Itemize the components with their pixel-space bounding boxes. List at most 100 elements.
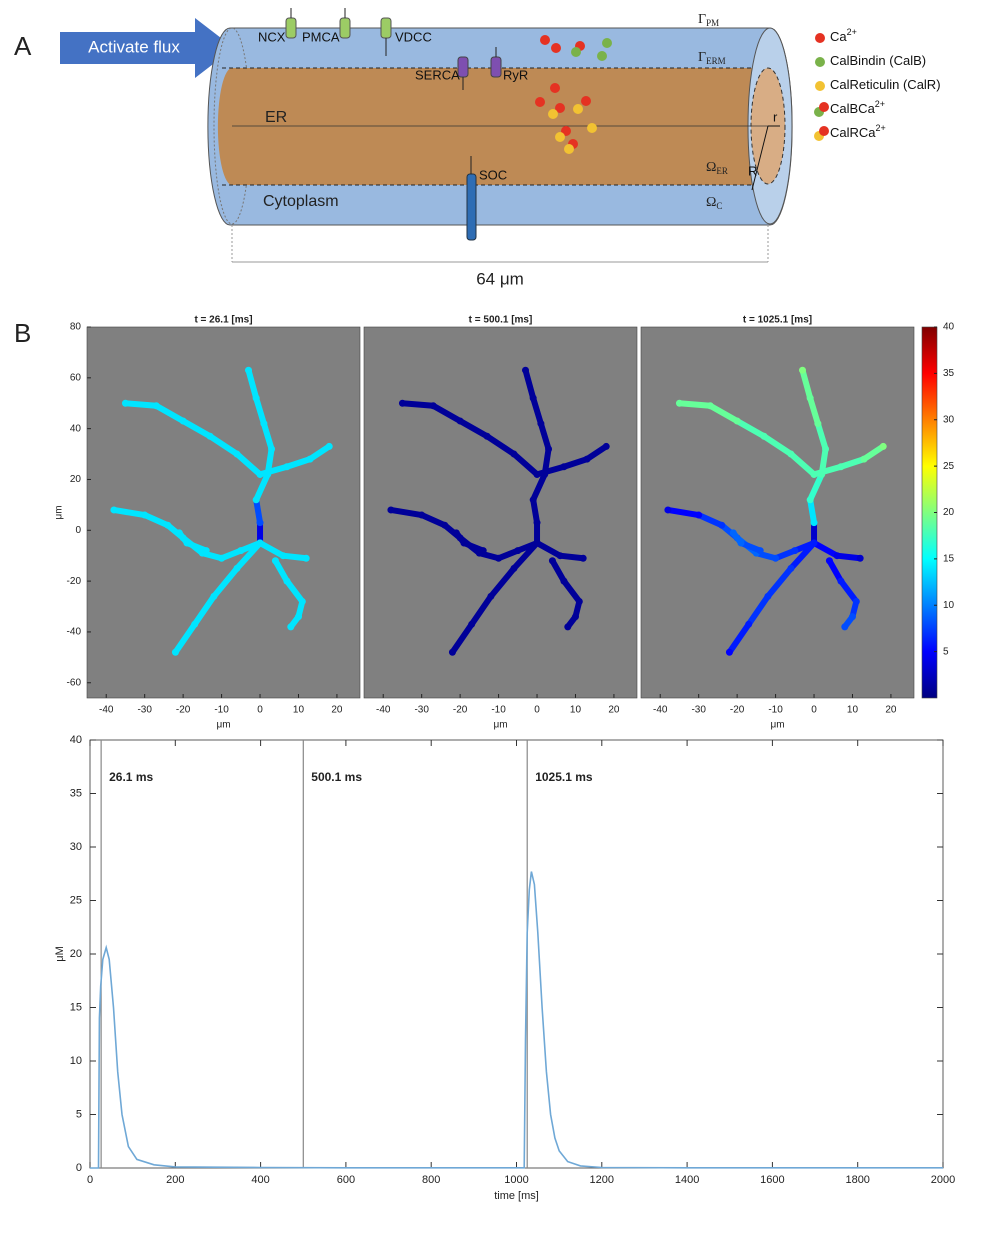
dendrite-segment [280, 552, 310, 562]
legend-label: CalBindin (CalB) [830, 53, 926, 68]
dendrite-segment [253, 395, 267, 427]
dendrite-point [579, 554, 587, 562]
y-tick-label: 80 [70, 322, 82, 333]
dendrite-point [772, 554, 780, 562]
dendrite-point [294, 613, 302, 621]
x-tick-label: 20 [331, 705, 343, 716]
dendrite-segment [307, 443, 333, 463]
dendrite-segment [707, 402, 741, 425]
y-tick-label: 5 [76, 1108, 82, 1120]
x-tick-label: 1800 [845, 1174, 869, 1186]
dendrite-segment [283, 578, 306, 605]
dendrite-segment [530, 496, 541, 526]
dendrite-point [210, 592, 218, 600]
dendrite-segment [233, 539, 264, 572]
dendrite-segment [191, 593, 217, 628]
x-tick-label: -20 [176, 705, 191, 716]
dendrite-point [764, 592, 772, 600]
dendrite-segment [207, 433, 240, 458]
dendrite-segment [560, 578, 583, 605]
colorbar-tick-label: 25 [943, 461, 955, 472]
dendrite-point [298, 597, 306, 605]
panel-title: t = 1025.1 [ms] [743, 315, 812, 326]
radius-label: r [773, 109, 778, 124]
dendrite-segment [272, 557, 290, 585]
dendrite-segment [257, 539, 287, 559]
dendrite-segment [560, 456, 591, 470]
dendrite-segment [811, 463, 844, 478]
panel-label: A [14, 31, 32, 61]
dendrite-segment [530, 395, 544, 427]
dendrite-point [837, 577, 845, 585]
dendrite-point [675, 399, 683, 407]
y-tick-label: -40 [67, 627, 82, 638]
activate-label: Activate flux [88, 37, 180, 56]
dendrite-point [287, 623, 295, 631]
panel-label: B [14, 318, 31, 348]
dendrite-point [256, 470, 264, 478]
x-tick-label: -40 [653, 705, 668, 716]
colorbar-tick-label: 20 [943, 507, 955, 518]
dendrite-point [806, 394, 814, 402]
x-tick-label: -30 [691, 705, 706, 716]
x-tick-label: 2000 [931, 1174, 955, 1186]
x-tick-label: -30 [414, 705, 429, 716]
dendrite-point [556, 552, 564, 560]
dendrite-point [283, 463, 291, 471]
colorbar-tick-label: 5 [943, 646, 949, 657]
dendrite-segment [457, 418, 491, 440]
dendrite-point [575, 597, 583, 605]
dendrite-segment [260, 420, 275, 452]
y-tick-label: 30 [70, 841, 82, 853]
length-label: 64 μm [476, 269, 524, 288]
dendrite-segment [122, 400, 160, 409]
dendrite-segment [557, 552, 587, 562]
dendrite-point [583, 455, 591, 463]
dendrite-segment [468, 593, 494, 628]
x-tick-label: 600 [337, 1174, 355, 1186]
dendrite-point [510, 564, 518, 572]
dendrite-segment [172, 621, 198, 656]
dendrite-point [564, 623, 572, 631]
x-tick-label: 1600 [760, 1174, 784, 1186]
dendrite-point [233, 450, 241, 458]
dendrite-point [271, 557, 279, 565]
y-tick-label: -20 [67, 576, 82, 587]
dendrite-point [548, 557, 556, 565]
dendrite-point [260, 420, 268, 428]
time-marker-label: 500.1 ms [311, 770, 362, 784]
dendrite-point [879, 442, 887, 450]
y-tick-label: -60 [67, 677, 82, 688]
symbol: ΩC [706, 195, 722, 211]
dendrite-segment [826, 557, 844, 585]
dendrite-point [664, 506, 672, 514]
dendrite-point [171, 648, 179, 656]
dendrite-segment [522, 367, 537, 402]
dendrite-point [456, 417, 464, 425]
dendrite-point [252, 496, 260, 504]
dendrite-segment [664, 506, 702, 519]
dendrite-point [537, 420, 545, 428]
dendrite-segment [487, 565, 517, 600]
x-tick-label: 1200 [590, 1174, 614, 1186]
dendrite-point [152, 402, 160, 410]
panel-title: t = 26.1 [ms] [194, 315, 252, 326]
dendrite-segment [253, 471, 271, 503]
dendrite-segment [814, 420, 829, 452]
x-tick-label: -10 [768, 705, 783, 716]
dendrite-point [110, 506, 118, 514]
dendrite-point [521, 366, 529, 374]
dendrite-point [814, 420, 822, 428]
x-tick-label: -10 [491, 705, 506, 716]
dendrite-point [860, 455, 868, 463]
dendrite-segment [807, 395, 821, 427]
dendrite-point [218, 554, 226, 562]
y-tick-label: 60 [70, 372, 82, 383]
y-tick-label: 0 [76, 1162, 82, 1174]
dendrite-point [306, 455, 314, 463]
x-tick-label: 1000 [504, 1174, 528, 1186]
dendrite-segment [726, 621, 752, 656]
x-tick-label: 10 [293, 705, 305, 716]
channel-label: SERCA [415, 67, 460, 82]
dendrite-point [206, 432, 214, 440]
